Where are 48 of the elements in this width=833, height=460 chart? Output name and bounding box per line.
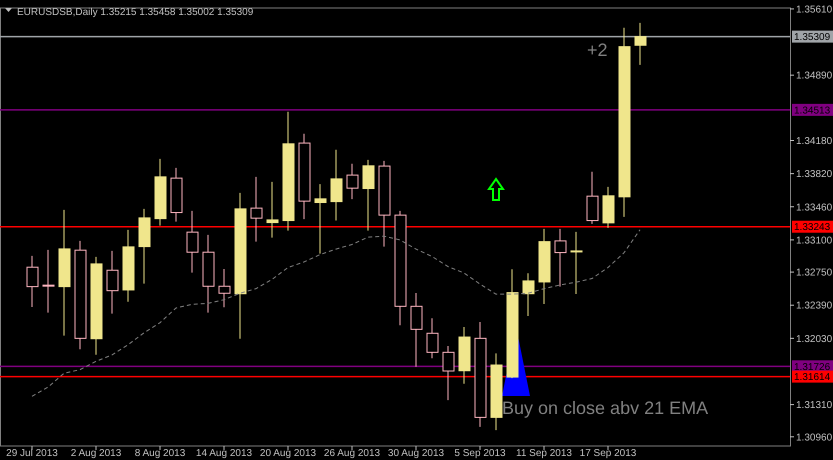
candlestick	[442, 345, 454, 401]
y-tick-label: 1.32750	[796, 268, 833, 279]
y-tick-label: 1.31310	[796, 400, 833, 412]
candlestick	[42, 249, 54, 314]
y-tick-label: 1.30960	[796, 432, 833, 444]
candlestick	[554, 228, 566, 288]
annotation: +2	[587, 40, 608, 60]
x-tick-label: 20 Aug 2013	[260, 448, 317, 459]
y-tick-label: 1.32390	[796, 300, 833, 312]
x-tick-label: 11 Sep 2013	[516, 448, 572, 459]
x-tick-label: 8 Aug 2013	[134, 448, 186, 459]
candlestick	[330, 149, 342, 222]
candlestick	[522, 272, 534, 316]
candlestick	[250, 176, 262, 242]
candlestick	[634, 22, 646, 66]
ref-line-label: 1.31726	[794, 362, 831, 373]
candlestick	[346, 163, 358, 200]
candlestick	[314, 184, 326, 254]
candlestick	[362, 159, 374, 232]
ref-line-label: 1.34513	[794, 105, 831, 116]
candlestick	[218, 268, 230, 308]
line-series	[32, 229, 640, 397]
candlestick	[410, 292, 422, 368]
ref-line-label: 1.33243	[794, 222, 831, 234]
candlestick	[426, 318, 438, 359]
x-tick-label: 30 Aug 2013	[388, 448, 445, 459]
y-tick-label: 1.32030	[796, 334, 833, 345]
ref-line-label: 1.31614	[794, 372, 831, 384]
y-tick-label: 1.34180	[796, 136, 833, 148]
x-tick-label: 17 Sep 2013	[580, 448, 637, 459]
y-tick-label: 1.33820	[796, 169, 833, 180]
y-tick-label: 1.34890	[796, 70, 833, 82]
x-tick-label: 5 Sep 2013	[454, 448, 506, 459]
ref-line-label: 1.35309	[794, 32, 831, 44]
candlestick	[186, 210, 198, 274]
x-tick-label: 26 Aug 2013	[324, 448, 381, 459]
annotation: Buy on close abv 21 EMA	[502, 398, 708, 418]
candlestick	[266, 181, 278, 238]
candlestick	[570, 231, 582, 294]
x-tick-label: 2 Aug 2013	[70, 448, 122, 459]
chart-title: EURUSDSB,Daily 1.35215 1.35458 1.35002 1.35309	[17, 7, 254, 18]
x-tick-label: 29 Jul 2013	[6, 448, 58, 459]
x-tick-label: 14 Aug 2013	[196, 448, 253, 459]
candlestick	[106, 250, 118, 314]
candlestick	[26, 255, 38, 308]
y-tick-label: 1.33460	[796, 202, 833, 214]
y-tick-label: 1.33100	[796, 235, 833, 246]
y-tick-label: 1.35610	[796, 4, 833, 16]
